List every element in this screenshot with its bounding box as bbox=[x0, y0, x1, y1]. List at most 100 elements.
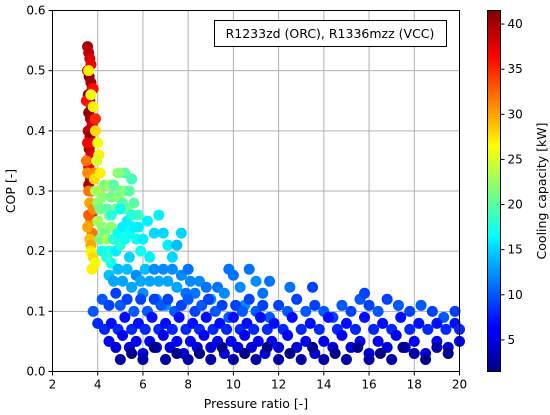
data-point bbox=[440, 323, 452, 335]
data-point bbox=[121, 263, 133, 275]
data-point bbox=[336, 329, 348, 341]
data-point bbox=[89, 125, 101, 137]
data-point bbox=[223, 263, 235, 275]
data-point bbox=[221, 323, 233, 335]
colorbar bbox=[487, 10, 501, 372]
data-point bbox=[307, 281, 319, 293]
data-point bbox=[110, 341, 122, 353]
data-point bbox=[386, 353, 398, 365]
data-point bbox=[374, 347, 386, 359]
data-point bbox=[80, 155, 92, 167]
data-point bbox=[89, 113, 101, 125]
data-point bbox=[126, 209, 138, 221]
data-point bbox=[273, 299, 285, 311]
data-point bbox=[431, 317, 443, 329]
data-point bbox=[171, 281, 183, 293]
data-point bbox=[200, 311, 212, 323]
data-point bbox=[148, 263, 160, 275]
data-point bbox=[128, 305, 140, 317]
data-point bbox=[363, 353, 375, 365]
data-point bbox=[372, 335, 384, 347]
data-point bbox=[148, 341, 160, 353]
data-point bbox=[284, 347, 296, 359]
data-point bbox=[255, 311, 267, 323]
colorbar-tick-label: 10 bbox=[508, 288, 523, 302]
y-tick-label: 0.4 bbox=[26, 124, 45, 138]
data-point bbox=[83, 65, 95, 77]
data-point bbox=[92, 137, 104, 149]
y-axis-title: COP [-] bbox=[3, 169, 18, 213]
data-point bbox=[216, 341, 228, 353]
y-tick-label: 0.2 bbox=[26, 244, 45, 258]
data-point bbox=[442, 347, 454, 359]
data-point bbox=[248, 323, 260, 335]
data-point bbox=[139, 263, 151, 275]
data-point bbox=[236, 305, 248, 317]
data-point bbox=[431, 341, 443, 353]
data-point bbox=[117, 275, 129, 287]
data-point bbox=[359, 287, 371, 299]
data-point bbox=[404, 305, 416, 317]
data-point bbox=[291, 293, 303, 305]
data-point bbox=[135, 245, 147, 257]
data-point bbox=[166, 323, 178, 335]
data-point bbox=[162, 293, 174, 305]
data-point bbox=[300, 305, 312, 317]
x-tick-label: 10 bbox=[226, 378, 241, 392]
x-tick-label: 14 bbox=[316, 378, 331, 392]
data-point bbox=[304, 317, 316, 329]
data-point bbox=[322, 311, 334, 323]
data-points bbox=[80, 41, 465, 365]
data-point bbox=[171, 335, 183, 347]
data-point bbox=[368, 323, 380, 335]
colorbar-title: Cooling capacity [kW] bbox=[534, 123, 549, 260]
colorbar-tick-label: 35 bbox=[508, 62, 523, 76]
data-point bbox=[250, 275, 262, 287]
data-point bbox=[200, 281, 212, 293]
data-point bbox=[137, 353, 149, 365]
data-point bbox=[121, 293, 133, 305]
data-point bbox=[91, 155, 103, 167]
data-point bbox=[87, 101, 99, 113]
data-point bbox=[139, 323, 151, 335]
data-point bbox=[82, 221, 94, 233]
data-point bbox=[408, 347, 420, 359]
y-tick-label: 0.0 bbox=[26, 365, 45, 379]
data-point bbox=[239, 329, 251, 341]
x-tick-label: 8 bbox=[184, 378, 192, 392]
x-tick-label: 20 bbox=[452, 378, 467, 392]
data-point bbox=[112, 167, 124, 179]
data-point bbox=[273, 353, 285, 365]
data-point bbox=[198, 329, 210, 341]
y-tick-label: 0.3 bbox=[26, 184, 45, 198]
data-point bbox=[449, 305, 461, 317]
data-point bbox=[264, 275, 276, 287]
data-point bbox=[144, 275, 156, 287]
data-point bbox=[130, 335, 142, 347]
data-point bbox=[82, 137, 94, 149]
data-point bbox=[307, 341, 319, 353]
data-point bbox=[336, 299, 348, 311]
data-point bbox=[395, 311, 407, 323]
data-point bbox=[243, 263, 255, 275]
data-point bbox=[329, 347, 341, 359]
x-tick-label: 6 bbox=[139, 378, 147, 392]
data-point bbox=[252, 335, 264, 347]
data-point bbox=[144, 251, 156, 263]
annotation-box: R1233zd (ORC), R1336mzz (VCC) bbox=[214, 20, 447, 47]
data-point bbox=[309, 299, 321, 311]
data-point bbox=[101, 251, 113, 263]
data-point bbox=[349, 323, 361, 335]
data-point bbox=[112, 263, 124, 275]
data-point bbox=[148, 227, 160, 239]
data-point bbox=[96, 191, 108, 203]
data-point bbox=[137, 233, 149, 245]
data-point bbox=[94, 167, 106, 179]
data-point bbox=[182, 263, 194, 275]
data-point bbox=[160, 353, 172, 365]
data-point bbox=[404, 323, 416, 335]
data-point bbox=[363, 299, 375, 311]
data-point bbox=[422, 323, 434, 335]
data-point bbox=[85, 89, 97, 101]
